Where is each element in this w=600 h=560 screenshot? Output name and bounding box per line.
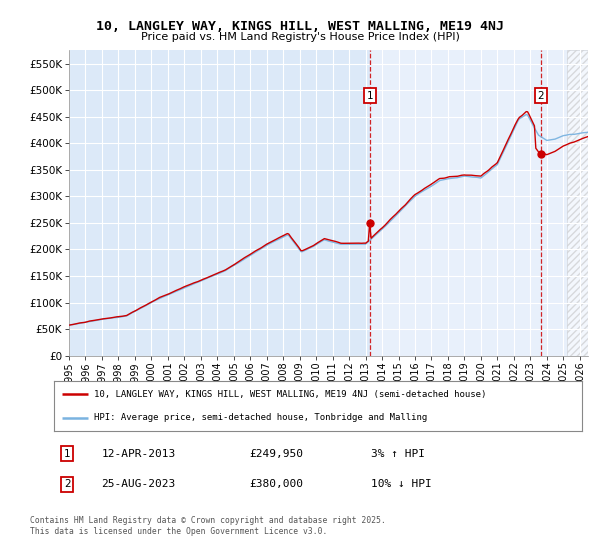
Text: HPI: Average price, semi-detached house, Tonbridge and Malling: HPI: Average price, semi-detached house,… bbox=[94, 413, 427, 422]
Text: 3% ↑ HPI: 3% ↑ HPI bbox=[371, 449, 425, 459]
Text: Price paid vs. HM Land Registry's House Price Index (HPI): Price paid vs. HM Land Registry's House … bbox=[140, 32, 460, 43]
Text: 2: 2 bbox=[538, 91, 544, 100]
Text: 1: 1 bbox=[64, 449, 71, 459]
Bar bbox=[566, 50, 588, 356]
Text: 10, LANGLEY WAY, KINGS HILL, WEST MALLING, ME19 4NJ: 10, LANGLEY WAY, KINGS HILL, WEST MALLIN… bbox=[96, 20, 504, 32]
Text: £249,950: £249,950 bbox=[250, 449, 304, 459]
Text: 10, LANGLEY WAY, KINGS HILL, WEST MALLING, ME19 4NJ (semi-detached house): 10, LANGLEY WAY, KINGS HILL, WEST MALLIN… bbox=[94, 390, 486, 399]
Text: £380,000: £380,000 bbox=[250, 479, 304, 489]
Text: 10% ↓ HPI: 10% ↓ HPI bbox=[371, 479, 431, 489]
Text: 1: 1 bbox=[367, 91, 373, 100]
Bar bbox=[370, 50, 588, 356]
Text: 12-APR-2013: 12-APR-2013 bbox=[101, 449, 176, 459]
Text: Contains HM Land Registry data © Crown copyright and database right 2025.
This d: Contains HM Land Registry data © Crown c… bbox=[30, 516, 386, 536]
Text: 2: 2 bbox=[64, 479, 71, 489]
Text: 25-AUG-2023: 25-AUG-2023 bbox=[101, 479, 176, 489]
